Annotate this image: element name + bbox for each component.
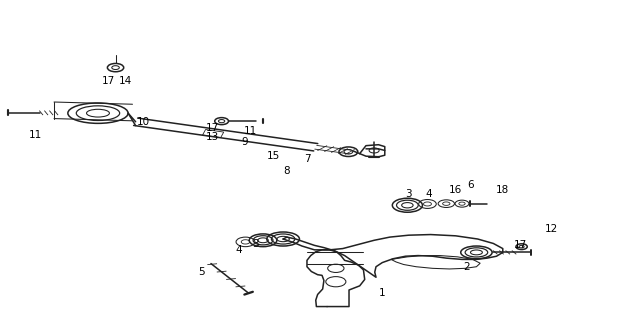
Polygon shape — [391, 256, 480, 269]
Polygon shape — [203, 130, 224, 138]
Text: 6: 6 — [467, 180, 474, 190]
Text: 14: 14 — [118, 76, 131, 86]
Text: 4: 4 — [236, 245, 243, 255]
Text: 7: 7 — [304, 154, 310, 164]
Text: 17: 17 — [102, 76, 115, 86]
Text: 17: 17 — [514, 240, 527, 250]
Circle shape — [112, 66, 120, 69]
Text: 1: 1 — [379, 288, 386, 298]
Text: 9: 9 — [241, 137, 248, 147]
Text: 4: 4 — [425, 189, 432, 199]
Text: 11: 11 — [28, 130, 42, 140]
Text: 12: 12 — [545, 224, 559, 235]
Text: 17: 17 — [206, 123, 220, 133]
Text: 10: 10 — [137, 117, 150, 127]
Text: 15: 15 — [267, 151, 281, 161]
Text: 3: 3 — [405, 189, 412, 199]
Text: 5: 5 — [198, 267, 205, 277]
Text: 13: 13 — [206, 132, 220, 142]
Text: 18: 18 — [496, 185, 509, 195]
Text: 8: 8 — [283, 166, 289, 176]
Text: 2: 2 — [463, 262, 470, 272]
Circle shape — [519, 245, 524, 248]
Text: 11: 11 — [244, 126, 257, 136]
Text: 3: 3 — [252, 239, 259, 249]
Text: 16: 16 — [449, 185, 462, 195]
Circle shape — [218, 120, 225, 123]
